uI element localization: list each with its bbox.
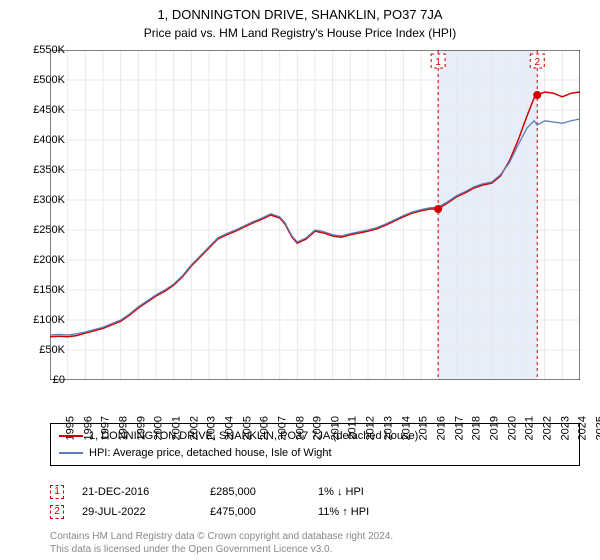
y-tick-label: £550K	[33, 44, 65, 56]
chart-container: 1, DONNINGTON DRIVE, SHANKLIN, PO37 7JA …	[0, 0, 600, 560]
tx-date: 21-DEC-2016	[82, 486, 192, 498]
svg-text:2: 2	[534, 57, 540, 68]
tx-marker-icon: 1	[50, 485, 64, 499]
y-tick-label: £50K	[39, 344, 65, 356]
tx-marker-icon: 2	[50, 505, 64, 519]
legend-box: 1, DONNINGTON DRIVE, SHANKLIN, PO37 7JA …	[50, 423, 580, 466]
tx-date: 29-JUL-2022	[82, 506, 192, 518]
legend-item: 1, DONNINGTON DRIVE, SHANKLIN, PO37 7JA …	[59, 428, 571, 445]
footer-line: This data is licensed under the Open Gov…	[50, 543, 580, 556]
legend-label: HPI: Average price, detached house, Isle…	[89, 445, 332, 462]
transaction-row: 2 29-JUL-2022 £475,000 11% ↑ HPI	[50, 502, 580, 522]
footer-attribution: Contains HM Land Registry data © Crown c…	[50, 530, 580, 556]
y-tick-label: £250K	[33, 224, 65, 236]
y-tick-label: £0	[53, 374, 65, 386]
transaction-row: 1 21-DEC-2016 £285,000 1% ↓ HPI	[50, 482, 580, 502]
y-tick-label: £500K	[33, 74, 65, 86]
plot-svg: 12	[50, 50, 580, 380]
x-tick-label: 2025	[594, 416, 600, 440]
legend-swatch-hpi	[59, 452, 83, 454]
footer-line: Contains HM Land Registry data © Crown c…	[50, 530, 580, 543]
y-tick-label: £400K	[33, 134, 65, 146]
tx-hpi-delta: 11% ↑ HPI	[318, 506, 408, 518]
tx-hpi-delta: 1% ↓ HPI	[318, 486, 408, 498]
y-tick-label: £350K	[33, 164, 65, 176]
tx-price: £285,000	[210, 486, 300, 498]
chart-subtitle: Price paid vs. HM Land Registry's House …	[0, 24, 600, 40]
y-tick-label: £300K	[33, 194, 65, 206]
legend-item: HPI: Average price, detached house, Isle…	[59, 445, 571, 462]
tx-price: £475,000	[210, 506, 300, 518]
y-tick-label: £450K	[33, 104, 65, 116]
chart-area: 12	[50, 50, 580, 380]
y-tick-label: £100K	[33, 314, 65, 326]
chart-title: 1, DONNINGTON DRIVE, SHANKLIN, PO37 7JA	[0, 0, 600, 24]
y-tick-label: £150K	[33, 284, 65, 296]
svg-text:1: 1	[435, 57, 441, 68]
y-tick-label: £200K	[33, 254, 65, 266]
transactions-block: 1 21-DEC-2016 £285,000 1% ↓ HPI 2 29-JUL…	[50, 482, 580, 522]
legend-swatch-property	[59, 435, 83, 437]
legend-label: 1, DONNINGTON DRIVE, SHANKLIN, PO37 7JA …	[89, 428, 418, 445]
